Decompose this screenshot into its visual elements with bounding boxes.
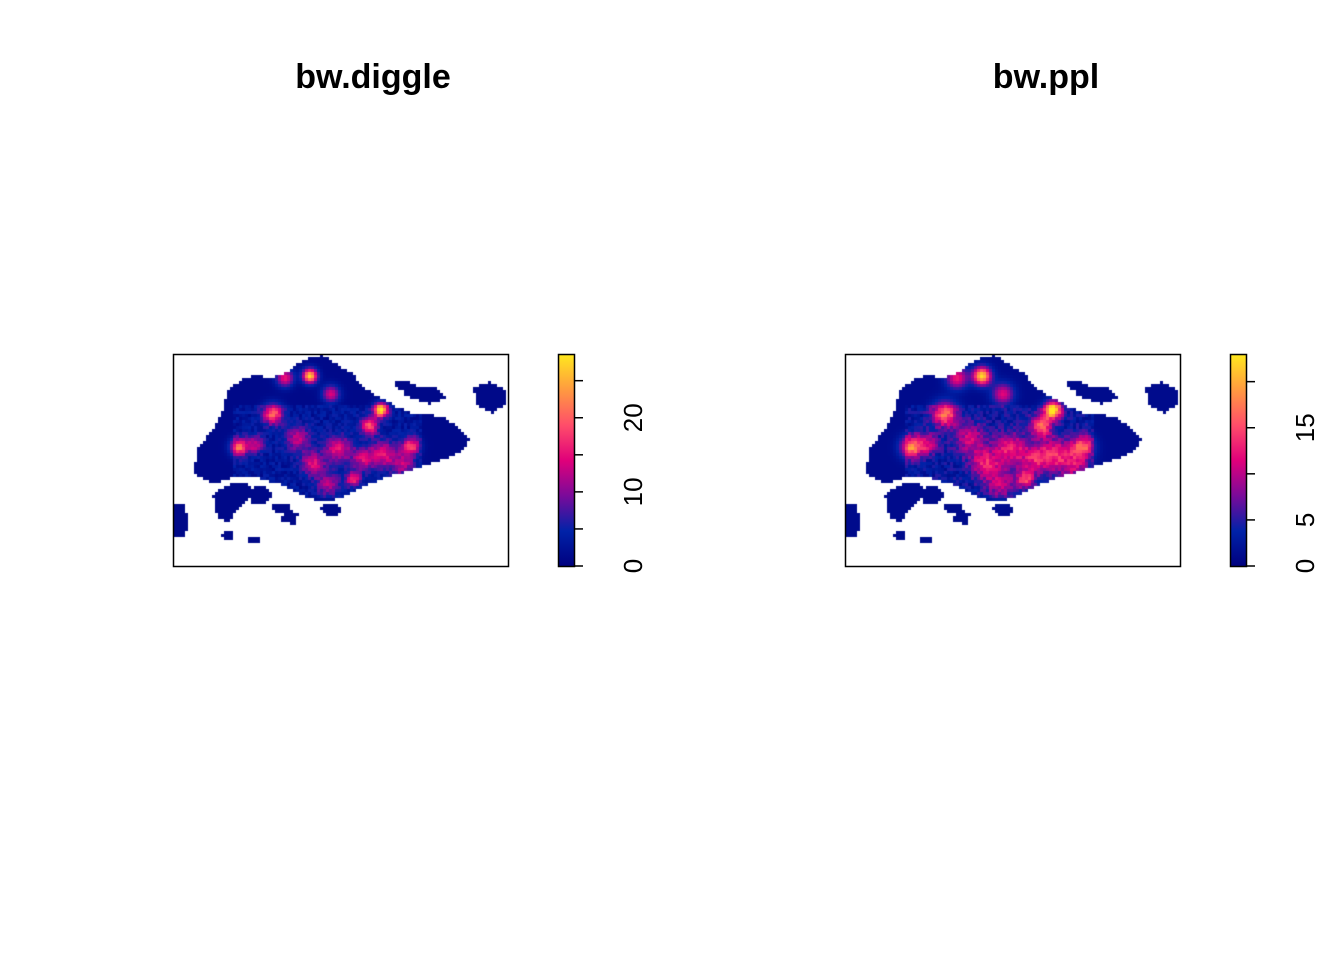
colorbar-tick-label-left: 10 — [618, 477, 648, 506]
colorbar-left — [557, 353, 576, 568]
colorbar-tick-label-right: 5 — [1290, 513, 1320, 527]
colorbar-tick-label-right: 15 — [1290, 413, 1320, 442]
colorbar-tick-label-left: 20 — [618, 403, 648, 432]
panel-title-right: bw.ppl — [992, 58, 1100, 96]
density-map-right — [845, 354, 1180, 566]
panel-title-left: bw.diggle — [295, 58, 451, 96]
colorbar-tick-label-right: 0 — [1290, 559, 1320, 573]
map-frame-right — [844, 353, 1182, 568]
density-map-left — [173, 354, 508, 566]
colorbar-tick-label-left: 0 — [618, 559, 648, 573]
colorbar-right — [1229, 353, 1248, 568]
map-frame-left — [172, 353, 510, 568]
